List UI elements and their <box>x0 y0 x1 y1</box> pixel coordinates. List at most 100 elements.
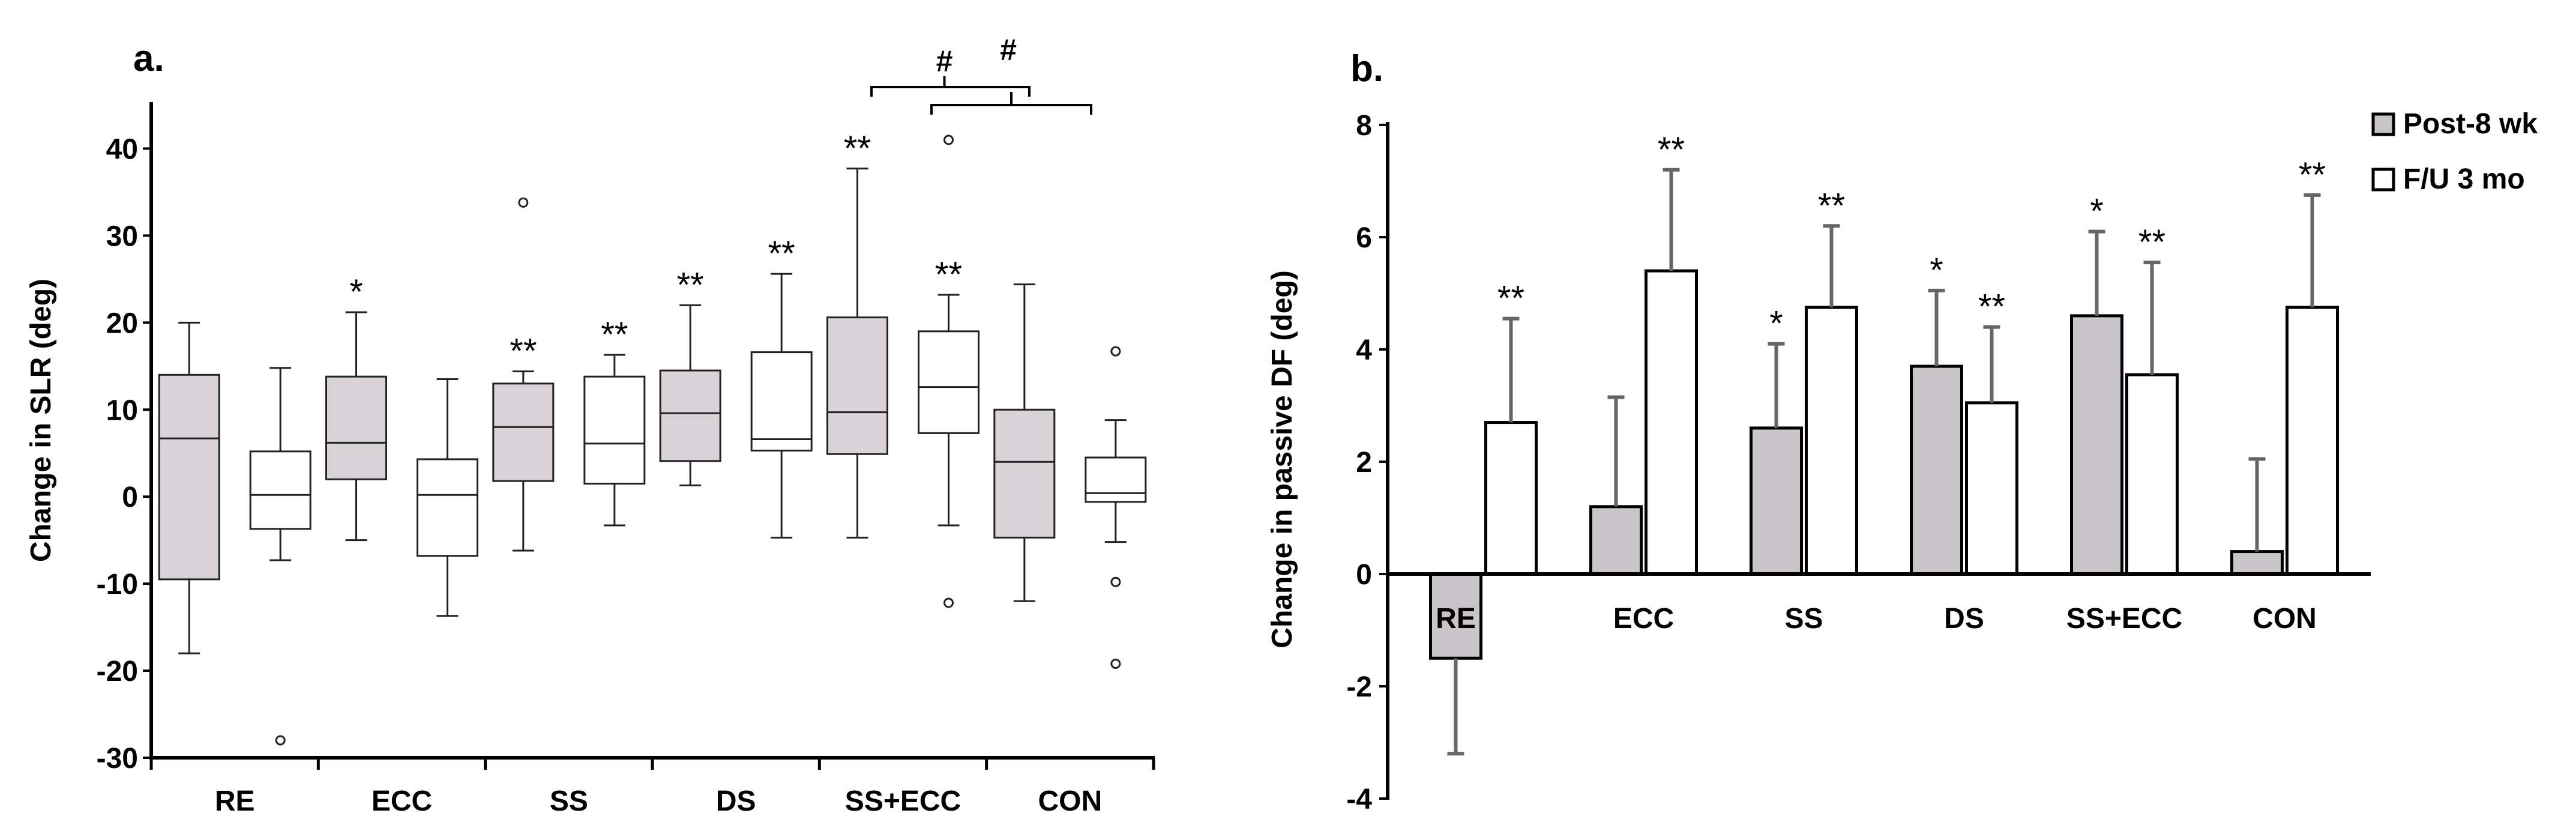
y-tick-label: 10 <box>106 394 138 426</box>
x-category-label: CON <box>1038 785 1102 817</box>
bar <box>1484 421 1538 576</box>
y-tick-label: 0 <box>1356 559 1372 591</box>
bar <box>2070 314 2123 576</box>
iqr-box <box>659 369 721 462</box>
bar <box>2230 550 2284 576</box>
x-category-label: SS+ECC <box>845 785 961 817</box>
panel-a-label: a. <box>133 38 164 79</box>
legend-label: F/U 3 mo <box>2403 163 2525 195</box>
iqr-box <box>158 373 220 581</box>
significance-marker: * <box>349 273 363 312</box>
iqr-box <box>325 375 387 480</box>
x-category-label: SS+ECC <box>2066 603 2182 635</box>
iqr-box <box>417 458 478 557</box>
bar <box>1645 269 1698 576</box>
y-tick-label: 6 <box>1356 222 1372 254</box>
outlier-point <box>1110 658 1121 669</box>
y-tick-label: -10 <box>97 569 138 600</box>
significance-marker: ** <box>510 331 537 370</box>
significance-marker: * <box>1769 304 1783 343</box>
significance-marker: * <box>2090 192 2104 231</box>
significance-marker: ** <box>677 265 704 304</box>
panel-a-boxes <box>158 134 1147 746</box>
y-tick-label: 4 <box>1356 334 1372 366</box>
x-category-label: RE <box>215 785 255 817</box>
iqr-box <box>492 382 555 482</box>
y-tick-label: 30 <box>106 220 138 252</box>
legend-label: Post-8 wk <box>2403 108 2538 140</box>
bar <box>1805 306 1858 576</box>
iqr-box <box>583 375 646 485</box>
panel-a-x-categories: RE ECC SS DS SS+ECC CON <box>215 785 1102 817</box>
x-category-label: CON <box>2252 603 2317 635</box>
y-tick-label: 20 <box>106 307 138 339</box>
significance-marker: ** <box>1978 288 2005 327</box>
y-tick-label: -4 <box>1346 784 1372 815</box>
significance-marker: * <box>1930 251 1943 290</box>
y-tick-label: -2 <box>1346 671 1372 703</box>
y-tick-label: 0 <box>122 482 138 513</box>
bracket-label: # <box>936 44 953 78</box>
y-tick-label: -20 <box>97 656 138 687</box>
panel-b-bars <box>1429 168 2339 756</box>
panel-a-axes <box>149 102 1155 770</box>
significance-marker: ** <box>768 234 795 273</box>
panel-b-label: b. <box>1350 48 1383 89</box>
significance-marker: ** <box>844 129 871 168</box>
bar <box>2125 373 2179 576</box>
comparison-bracket <box>930 104 1092 115</box>
panel-b-y-ticks: -4 -2 0 2 4 6 8 <box>1346 110 1388 815</box>
panel-b-barchart: b. Change in passive DF (deg) -4-202468 … <box>1266 48 2538 815</box>
iqr-box <box>249 450 311 530</box>
significance-marker: ** <box>2299 156 2326 195</box>
panel-a-significance: *** ********** <box>349 129 962 371</box>
significance-marker: ** <box>601 315 628 354</box>
panel-a-y-axis-label: Change in SLR (deg) <box>25 279 57 562</box>
y-tick-label: 8 <box>1356 110 1372 142</box>
bar <box>1910 364 1963 576</box>
iqr-box <box>750 351 813 452</box>
significance-marker: ** <box>1818 186 1845 225</box>
bar <box>1589 505 1643 576</box>
x-category-label: RE <box>1436 603 1476 635</box>
iqr-box <box>993 408 1056 539</box>
panel-b-x-categories: RE ECC SS DS SS+ECC CON <box>1436 603 2317 635</box>
y-tick-label: -30 <box>97 743 138 775</box>
panel-b-significance: *************** <box>1497 130 2326 343</box>
bar <box>1965 401 2018 576</box>
legend-swatch <box>2371 112 2395 136</box>
outlier-point <box>1110 576 1121 587</box>
iqr-box <box>1085 456 1147 503</box>
outlier-point <box>943 134 954 145</box>
comparison-bracket <box>870 86 1031 97</box>
iqr-box <box>918 330 980 434</box>
outlier-point <box>943 597 954 608</box>
outlier-point <box>1110 346 1121 357</box>
significance-marker: ** <box>1497 279 1524 318</box>
bracket-label: # <box>1000 33 1017 67</box>
y-tick-label: 2 <box>1356 447 1372 479</box>
outlier-point <box>275 735 286 746</box>
iqr-box <box>826 316 888 455</box>
panel-a-y-ticks: -30 -20 -10 0 10 20 30 40 <box>97 133 151 775</box>
bar <box>2286 306 2339 576</box>
x-category-label: ECC <box>1613 603 1674 635</box>
significance-marker: ** <box>1658 130 1685 169</box>
x-category-label: SS <box>550 785 588 817</box>
significance-marker: ** <box>935 255 962 294</box>
x-category-label: SS <box>1784 603 1823 635</box>
legend-swatch <box>2371 168 2395 192</box>
y-tick-label: 40 <box>106 133 138 165</box>
panel-a-boxplot: a. Change in SLR (deg) -30 -20 -10 0 10 20 30 4… <box>25 33 1155 817</box>
x-category-label: ECC <box>372 785 432 817</box>
outlier-point <box>518 197 529 208</box>
significance-marker: ** <box>2138 223 2165 262</box>
panel-b-y-axis-label: Change in passive DF (deg) <box>1266 270 1298 648</box>
bar <box>1750 426 1803 576</box>
x-category-label: DS <box>716 785 756 817</box>
panel-b-axes <box>1386 122 2371 800</box>
panel-b-legend: Post-8 wk F/U 3 mo <box>2371 108 2538 195</box>
panel-a-brackets: # # <box>870 33 1092 115</box>
x-category-label: DS <box>1944 603 1984 635</box>
